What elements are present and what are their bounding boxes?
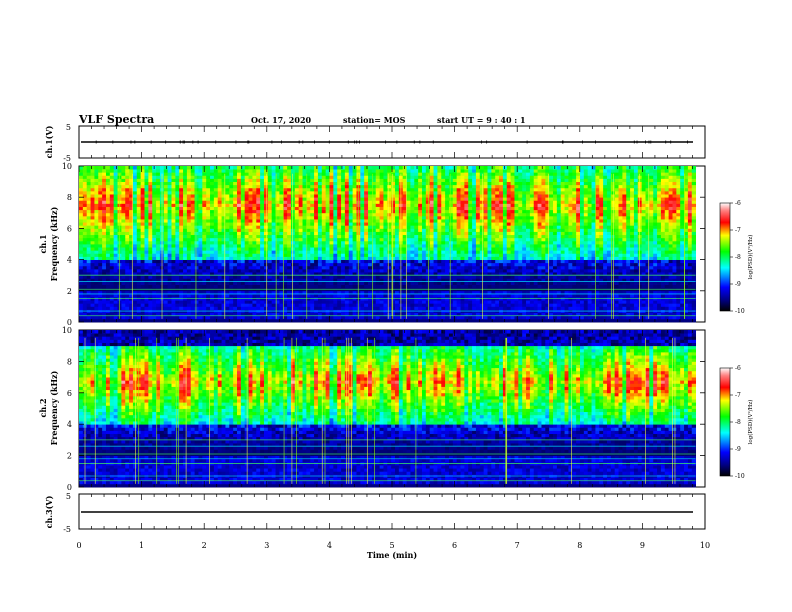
time-tick-label: 1	[139, 541, 144, 550]
ch2-colorbar: -6 -7 -8 -9 -10	[719, 365, 745, 480]
time-tick-label: 4	[327, 541, 332, 550]
colorbar-tick-label: -10	[735, 308, 745, 315]
station-label: station= MOS	[343, 115, 406, 125]
ch1-ytick-top: 5	[66, 123, 71, 132]
time-tick-label: 2	[202, 541, 207, 550]
colorbar-tick-label: -8	[735, 419, 741, 426]
figure-title: VLF Spectra	[78, 113, 154, 126]
frequency-tick-label: 8	[67, 193, 72, 202]
time-tick-label: 3	[264, 541, 269, 550]
ch1-ytick-bottom: -5	[63, 154, 71, 163]
colorbar-tick-label: -7	[735, 392, 741, 399]
frequency-tick-label: 6	[67, 224, 72, 233]
ch1-label: ch.1	[38, 234, 48, 253]
frequency-tick-label: 4	[67, 256, 72, 265]
ch2-spectrogram-panel: 0 2 4 6 8 10 ch.2 Frequency (kHz)	[38, 326, 706, 492]
ch3-waveform-panel: 5 -5 ch.3(V)	[44, 492, 706, 534]
ch3-ytick-top: 5	[66, 492, 71, 501]
time-tick-label: 8	[577, 541, 582, 550]
ch1-colorbar-label: log(PSD)(V²/Hz)	[747, 235, 754, 280]
time-axis-ticks	[78, 126, 706, 529]
colorbar-tick-label: -8	[735, 254, 741, 261]
time-axis-label: Time (min)	[367, 550, 417, 560]
ch2-label: ch.2	[38, 398, 48, 417]
ch1-spectrogram-panel: 0 2 4 6 8 10 ch.1 Frequency (kHz)	[38, 162, 706, 327]
time-tick-label: 0	[76, 541, 81, 550]
ch1-spectrogram-image	[79, 166, 697, 323]
colorbar-tick-label: -10	[735, 473, 745, 480]
ch2-spectrogram-image	[79, 330, 697, 488]
colorbar-tick-label: -9	[735, 446, 741, 453]
ch1-spectrogram-yticks: 0 2 4 6 8 10	[62, 162, 705, 327]
frequency-tick-label: 0	[67, 318, 72, 327]
time-tick-label: 7	[515, 541, 520, 550]
colorbar-tick-label: -6	[735, 200, 741, 207]
frequency-tick-label: 6	[67, 389, 72, 398]
time-tick-label: 6	[452, 541, 457, 550]
time-tick-label: 10	[700, 541, 710, 550]
frequency-tick-label: 8	[67, 357, 72, 366]
time-axis-tick-labels: 0 1 2 3 4 5 6 7 8 9 10	[76, 541, 710, 550]
frequency-tick-label: 10	[62, 326, 72, 335]
frequency-tick-label: 10	[62, 162, 72, 171]
ch2-frequency-label: Frequency (kHz)	[49, 370, 59, 445]
colorbar-tick-label: -9	[735, 281, 741, 288]
date-label: Oct. 17, 2020	[251, 115, 312, 125]
start-time-label: start UT = 9 : 40 : 1	[437, 115, 526, 125]
frequency-tick-label: 4	[67, 420, 72, 429]
colorbar-tick-label: -7	[735, 227, 741, 234]
ch1-colorbar: -6 -7 -8 -9 -10	[719, 200, 745, 315]
ch1-waveform-ylabel: ch.1(V)	[44, 125, 54, 158]
ch1-frequency-label: Frequency (kHz)	[49, 206, 59, 281]
ch1-waveform-panel: 5 -5 ch.1(V)	[44, 123, 706, 163]
ch3-waveform-ylabel: ch.3(V)	[44, 495, 54, 528]
colorbar-tick-label: -6	[735, 365, 741, 372]
frequency-tick-label: 2	[67, 452, 72, 461]
ch2-spectrogram-yticks: 0 2 4 6 8 10	[62, 326, 705, 492]
frequency-tick-label: 2	[67, 287, 72, 296]
ch3-ytick-bottom: -5	[63, 525, 71, 534]
frequency-tick-label: 0	[67, 483, 72, 492]
ch2-colorbar-label: log(PSD)(V²/Hz)	[747, 400, 754, 445]
time-tick-label: 5	[389, 541, 394, 550]
time-tick-label: 9	[640, 541, 645, 550]
